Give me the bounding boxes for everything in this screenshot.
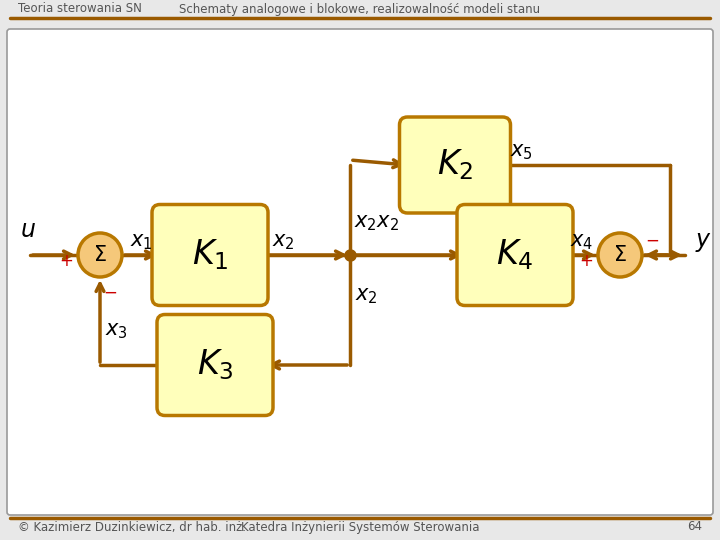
Text: Schematy analogowe i blokowe, realizowalność modeli stanu: Schematy analogowe i blokowe, realizowal… <box>179 3 541 16</box>
Text: $x_1$: $x_1$ <box>130 232 153 252</box>
Text: $+$: $+$ <box>579 252 593 270</box>
Text: © Kazimierz Duzinkiewicz, dr hab. inż.: © Kazimierz Duzinkiewicz, dr hab. inż. <box>18 521 246 534</box>
Text: $K_2$: $K_2$ <box>437 147 473 183</box>
FancyBboxPatch shape <box>157 314 273 415</box>
Text: $\Sigma$: $\Sigma$ <box>93 245 107 265</box>
Text: $K_3$: $K_3$ <box>197 348 233 382</box>
Text: $x_4$: $x_4$ <box>570 232 593 252</box>
Text: $-$: $-$ <box>645 231 659 249</box>
Text: $x_5$: $x_5$ <box>510 142 534 161</box>
FancyBboxPatch shape <box>7 29 713 515</box>
Text: $-$: $-$ <box>103 283 117 301</box>
Text: $y$: $y$ <box>695 231 712 254</box>
Circle shape <box>598 233 642 277</box>
Text: $K_1$: $K_1$ <box>192 238 228 272</box>
Text: $x_2$: $x_2$ <box>355 286 378 306</box>
Text: 64: 64 <box>687 521 702 534</box>
Text: $+$: $+$ <box>59 252 73 270</box>
Text: $x_2x_2$: $x_2x_2$ <box>354 213 399 233</box>
Circle shape <box>78 233 122 277</box>
Text: $\Sigma$: $\Sigma$ <box>613 245 627 265</box>
FancyBboxPatch shape <box>457 205 573 306</box>
FancyBboxPatch shape <box>152 205 268 306</box>
Text: Katedra Inżynierii Systemów Sterowania: Katedra Inżynierii Systemów Sterowania <box>240 521 480 534</box>
Text: $u$: $u$ <box>20 219 36 242</box>
Text: Teoria sterowania SN: Teoria sterowania SN <box>18 3 142 16</box>
Text: $x_3$: $x_3$ <box>105 321 128 341</box>
Text: $K_4$: $K_4$ <box>496 238 534 272</box>
FancyBboxPatch shape <box>400 117 510 213</box>
Text: $x_2$: $x_2$ <box>272 232 294 252</box>
